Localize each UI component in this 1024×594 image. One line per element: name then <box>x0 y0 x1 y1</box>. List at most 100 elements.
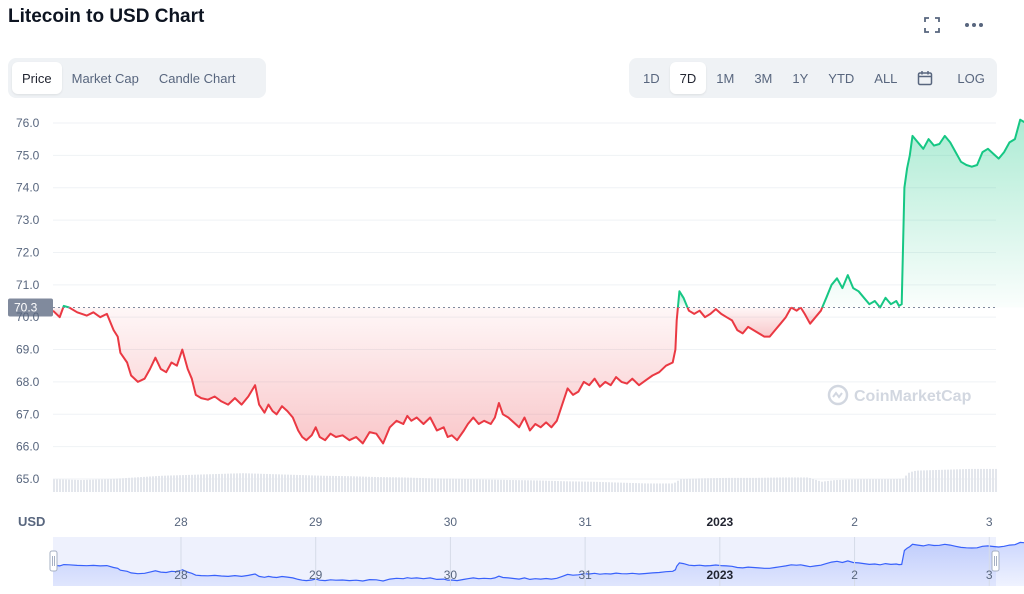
volume-bar <box>809 477 811 492</box>
volume-bar <box>287 474 289 492</box>
volume-bar <box>221 473 223 492</box>
volume-bar <box>155 476 157 492</box>
log-scale-toggle[interactable]: LOG <box>957 70 985 86</box>
volume-bar <box>680 479 682 492</box>
range-1m[interactable]: 1M <box>716 70 735 86</box>
volume-bar <box>119 478 121 492</box>
volume-bar <box>932 470 934 492</box>
price-line-down <box>790 306 802 312</box>
y-tick-label: 76.0 <box>16 116 40 130</box>
volume-bar <box>443 478 445 492</box>
volume-bar <box>266 473 268 492</box>
volume-bar <box>872 479 874 492</box>
volume-bar <box>926 470 928 492</box>
volume-bar <box>179 475 181 492</box>
volume-bar <box>305 475 307 492</box>
volume-bar <box>317 475 319 492</box>
volume-bar <box>251 473 253 492</box>
more-icon[interactable] <box>963 14 985 36</box>
range-1y[interactable]: 1Y <box>792 70 809 86</box>
volume-bar <box>458 478 460 492</box>
reference-label: 70.3 <box>14 300 38 314</box>
volume-bar <box>536 480 538 492</box>
volume-bar <box>188 474 190 492</box>
tab-price[interactable]: Price <box>12 62 62 94</box>
volume-bar <box>644 483 646 492</box>
volume-bar <box>449 478 451 492</box>
volume-bar <box>359 476 361 492</box>
navigator-tick-label: 2023 <box>706 568 733 582</box>
range-ytd[interactable]: YTD <box>828 70 855 86</box>
volume-bar <box>596 481 598 492</box>
volume-bar <box>392 477 394 492</box>
volume-bar <box>284 474 286 492</box>
y-axis: 65.0 66.0 67.0 68.0 69.0 70.0 71.0 72.0 73.0 74.0… <box>16 116 40 486</box>
volume-bar <box>248 473 250 492</box>
navigator-right-handle[interactable] <box>991 550 1000 572</box>
volume-bar <box>227 473 229 492</box>
volume-bar <box>908 472 910 492</box>
volume-bar <box>962 469 964 492</box>
volume-bar <box>911 471 913 492</box>
volume-bar <box>776 477 778 492</box>
volume-bar <box>374 476 376 492</box>
volume-bar <box>950 469 952 492</box>
volume-bar <box>65 479 67 492</box>
volume-bar <box>800 477 802 492</box>
x-tick-label: 3 <box>986 515 993 529</box>
volume-bar <box>398 477 400 492</box>
volume-bar <box>617 482 619 492</box>
volume-bar <box>929 470 931 492</box>
volume-bar <box>323 475 325 492</box>
volume-bar <box>698 478 700 492</box>
volume-bar <box>86 479 88 492</box>
tab-candle-chart[interactable]: Candle Chart <box>158 70 236 86</box>
volume-bar <box>314 475 316 492</box>
x-tick-label: 2 <box>851 515 858 529</box>
range-1d[interactable]: 1D <box>643 70 660 86</box>
range-7d[interactable]: 7D <box>669 62 707 94</box>
volume-bar <box>137 477 139 492</box>
volume-bar <box>215 474 217 492</box>
volume-bar <box>719 478 721 492</box>
volume-bar <box>182 475 184 492</box>
volume-bar <box>80 480 82 492</box>
volume-bar <box>296 474 298 492</box>
volume-bar <box>488 479 490 492</box>
volume-bar <box>641 483 643 492</box>
volume-bar <box>665 483 667 492</box>
fullscreen-icon[interactable] <box>921 14 943 36</box>
price-chart[interactable]: 70.3 65.0 66.0 67.0 68.0 69.0 70.0 71.0 72.0 73.… <box>0 110 1024 594</box>
tab-market-cap[interactable]: Market Cap <box>71 70 139 86</box>
volume-bar <box>764 477 766 492</box>
volume-bar <box>401 477 403 492</box>
volume-bar <box>419 477 421 492</box>
volume-bar <box>332 475 334 492</box>
volume-bar <box>857 479 859 492</box>
volume-bar <box>140 477 142 492</box>
volume-bar <box>335 475 337 492</box>
volume-bar <box>434 478 436 492</box>
range-3m[interactable]: 3M <box>754 70 773 86</box>
volume-bar <box>746 477 748 492</box>
volume-bar <box>185 474 187 492</box>
volume-bar <box>716 478 718 492</box>
volume-bar <box>740 477 742 492</box>
volume-bar <box>749 477 751 492</box>
y-tick-label: 66.0 <box>16 440 40 454</box>
volume-bar <box>869 479 871 492</box>
volume-bar <box>605 482 607 492</box>
volume-bar <box>146 476 148 492</box>
volume-bar <box>101 479 103 492</box>
volume-bar <box>881 479 883 492</box>
volume-bar <box>659 483 661 492</box>
x-tick-label: 30 <box>444 515 458 529</box>
volume-bar <box>377 477 379 492</box>
volume-bar <box>614 482 616 492</box>
range-all[interactable]: ALL <box>874 70 898 86</box>
navigator-area <box>53 542 1024 586</box>
calendar-icon[interactable] <box>907 62 943 94</box>
navigator-left-handle[interactable] <box>49 550 58 572</box>
volume-bar <box>233 473 235 492</box>
price-line-up <box>676 290 689 308</box>
